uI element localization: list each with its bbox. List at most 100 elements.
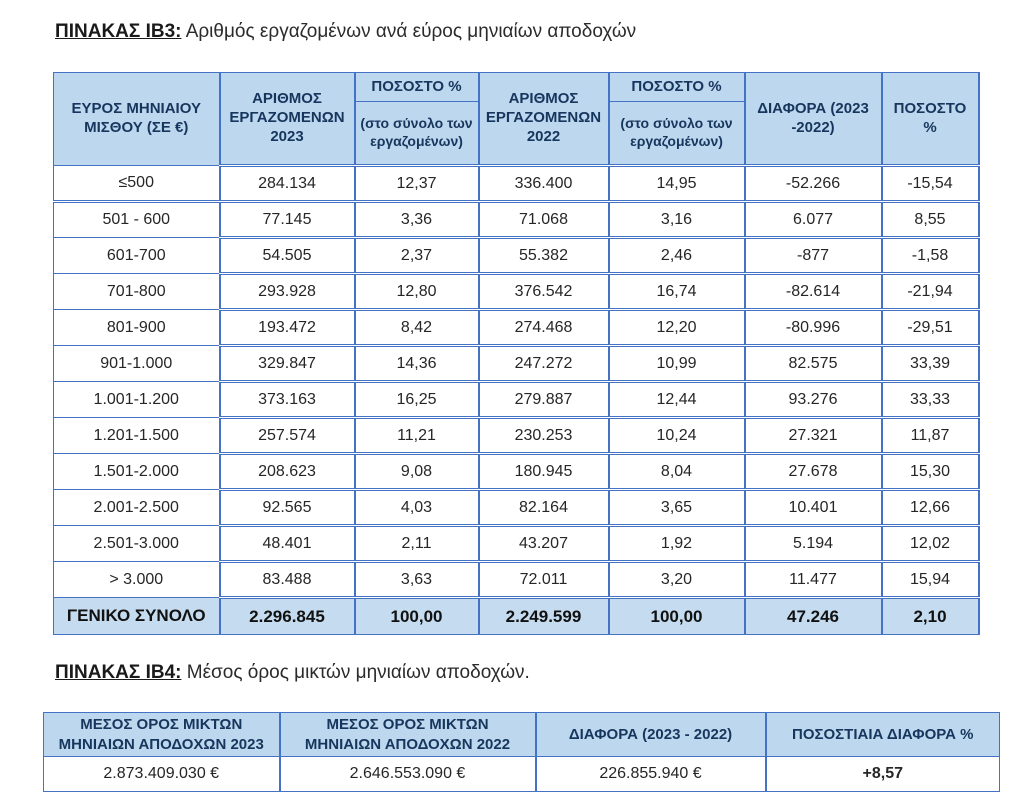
table-row: 2.501-3.000 48.401 2,11 43.207 1,92 5.194 12,0… [53,525,980,563]
table-cell: 284.134 [218,165,356,203]
table-cell: 11,87 [880,417,980,455]
table-cell: 11.477 [743,561,883,599]
table-cell: -877 [743,237,883,275]
table-cell: 801-900 [53,309,220,346]
header-employees-2022: ΑΡΙΘΜΟΣ ΕΡΓΑΖΟΜΕΝΩΝ 2022 [477,72,610,167]
total-employees-2022: 2.249.599 [477,597,610,635]
table2-title-text: Μέσος όρος μικτών μηνιαίων αποδοχών. [181,662,530,683]
table-cell: 1,92 [607,525,746,563]
header-percent-2022: ΠΟΣΟΣΤΟ % (στο σύνολο των εργαζομένων) [607,72,746,167]
header-percent-2023-top: ΠΟΣΟΣΤΟ % [356,74,477,102]
salary-range-table: ΕΥΡΟΣ ΜΗΝΙΑΙΟΥ ΜΙΣΘΟΥ (ΣΕ €) ΑΡΙΘΜΟΣ ΕΡΓ… [53,72,980,635]
table-row: ≤500 284.134 12,37 336.400 14,95 -52.266 -15,5… [53,165,980,203]
table-cell: 180.945 [477,453,610,491]
earnings-table-body: 2.873.409.030 € 2.646.553.090 € 226.855.… [43,756,1000,792]
table-cell: 2,46 [607,237,746,275]
table-cell: ≤500 [53,165,220,203]
table-cell: 12,44 [607,381,746,419]
table-cell: 193.472 [218,309,356,347]
table-cell: 2.001-2.500 [53,489,220,526]
table-cell: 2,37 [353,237,480,275]
table-cell: 1.001-1.200 [53,381,220,418]
header-percent-2022-sub: (στο σύνολο των εργαζομένων) [620,115,733,149]
table-cell: 373.163 [218,381,356,419]
table-cell: 501 - 600 [53,201,220,238]
header-percent-2023-sub: (στο σύνολο των εργαζομένων) [360,115,473,149]
table1-title: ΠΙΝΑΚΑΣ ΙΒ3: Αριθμός εργαζομένων ανά εύρ… [55,21,636,43]
table-cell: 82.164 [477,489,610,527]
table-cell: 10.401 [743,489,883,527]
table-row: 1.501-2.000 208.623 9,08 180.945 8,04 27.678 1… [53,453,980,491]
header-row: ΜΕΣΟΣ ΟΡΟΣ ΜΙΚΤΩΝ ΜΗΝΙΑΙΩΝ ΑΠΟΔΟΧΩΝ 2023… [43,712,1000,757]
table-cell: 83.488 [218,561,356,599]
header-salary-range: ΕΥΡΟΣ ΜΗΝΙΑΙΟΥ ΜΙΣΘΟΥ (ΣΕ €) [53,72,220,166]
table-cell: 11,21 [353,417,480,455]
average-earnings-table: ΜΕΣΟΣ ΟΡΟΣ ΜΙΚΤΩΝ ΜΗΝΙΑΙΩΝ ΑΠΟΔΟΧΩΝ 2023… [43,712,1000,792]
earnings-table-header: ΜΕΣΟΣ ΟΡΟΣ ΜΙΚΤΩΝ ΜΗΝΙΑΙΩΝ ΑΠΟΔΟΧΩΝ 2023… [43,712,1000,757]
table-row: 601-700 54.505 2,37 55.382 2,46 -877 -1,58 [53,237,980,275]
table-cell: -80.996 [743,309,883,347]
table-row: 2.001-2.500 92.565 4,03 82.164 3,65 10.401 12,… [53,489,980,527]
table-cell: 12,80 [353,273,480,311]
table-cell: 376.542 [477,273,610,311]
total-label: ΓΕΝΙΚΟ ΣΥΝΟΛΟ [53,597,220,635]
header-difference: ΔΙΑΦΟΡΑ (2023 -2022) [743,72,883,167]
table-cell: 72.011 [477,561,610,599]
table-cell: > 3.000 [53,561,220,598]
table-row: 501 - 600 77.145 3,36 71.068 3,16 6.077 8,55 [53,201,980,239]
table-cell: -15,54 [880,165,980,203]
percent-difference-value: +8,57 [764,756,1000,792]
total-percent-2022: 100,00 [607,597,746,635]
table1-title-label: ΠΙΝΑΚΑΣ ΙΒ3: [55,21,182,42]
table-cell: 16,25 [353,381,480,419]
table-cell: -82.614 [743,273,883,311]
table-cell: 12,20 [607,309,746,347]
table-cell: 293.928 [218,273,356,311]
table-row: 701-800 293.928 12,80 376.542 16,74 -82.614 -2… [53,273,980,311]
table-cell: 5.194 [743,525,883,563]
table-cell: 3,65 [607,489,746,527]
table-cell: 43.207 [477,525,610,563]
table-cell: 27.321 [743,417,883,455]
table-cell: 14,95 [607,165,746,203]
total-row: ΓΕΝΙΚΟ ΣΥΝΟΛΟ 2.296.845 100,00 2.249.599… [53,597,980,635]
table-cell: 701-800 [53,273,220,310]
table-cell: 92.565 [218,489,356,527]
table-cell: 230.253 [477,417,610,455]
table-cell: 93.276 [743,381,883,419]
table-cell: 55.382 [477,237,610,275]
table-row: 801-900 193.472 8,42 274.468 12,20 -80.996 -29… [53,309,980,347]
header-row: ΕΥΡΟΣ ΜΗΝΙΑΙΟΥ ΜΙΣΘΟΥ (ΣΕ €) ΑΡΙΘΜΟΣ ΕΡΓ… [53,72,980,167]
table-cell: 329.847 [218,345,356,383]
difference-value: 226.855.940 € [534,756,766,792]
header-percent-2023: ΠΟΣΟΣΤΟ % (στο σύνολο των εργαζομένων) [353,72,480,167]
salary-table-footer: ΓΕΝΙΚΟ ΣΥΝΟΛΟ 2.296.845 100,00 2.249.599… [53,597,980,635]
header-percent-difference: ΠΟΣΟΣΤΙΑΙΑ ΔΙΑΦΟΡΑ % [764,712,1000,757]
table-cell: 15,94 [880,561,980,599]
table-cell: 3,63 [353,561,480,599]
table-cell: 247.272 [477,345,610,383]
table-cell: 3,20 [607,561,746,599]
table-cell: 2,11 [353,525,480,563]
salary-table-body: ≤500 284.134 12,37 336.400 14,95 -52.266 -15,5… [53,165,980,599]
table-cell: 8,04 [607,453,746,491]
table-cell: -29,51 [880,309,980,347]
header-avg-2022: ΜΕΣΟΣ ΟΡΟΣ ΜΙΚΤΩΝ ΜΗΝΙΑΙΩΝ ΑΠΟΔΟΧΩΝ 2022 [278,712,536,757]
table-cell: 9,08 [353,453,480,491]
table-cell: 6.077 [743,201,883,239]
salary-table-header: ΕΥΡΟΣ ΜΗΝΙΑΙΟΥ ΜΙΣΘΟΥ (ΣΕ €) ΑΡΙΘΜΟΣ ΕΡΓ… [53,72,980,167]
avg-2023-value: 2.873.409.030 € [43,756,280,792]
table-row: 1.201-1.500 257.574 11,21 230.253 10,24 27.32… [53,417,980,455]
table-cell: 4,03 [353,489,480,527]
table-cell: 33,33 [880,381,980,419]
table-cell: 54.505 [218,237,356,275]
table-cell: 82.575 [743,345,883,383]
header-employees-2023: ΑΡΙΘΜΟΣ ΕΡΓΑΖΟΜΕΝΩΝ 2023 [218,72,356,167]
table-cell: 12,02 [880,525,980,563]
table-cell: 12,37 [353,165,480,203]
table-row: > 3.000 83.488 3,63 72.011 3,20 11.477 15,94 [53,561,980,599]
avg-2022-value: 2.646.553.090 € [278,756,536,792]
table-cell: 8,42 [353,309,480,347]
table-cell: 208.623 [218,453,356,491]
